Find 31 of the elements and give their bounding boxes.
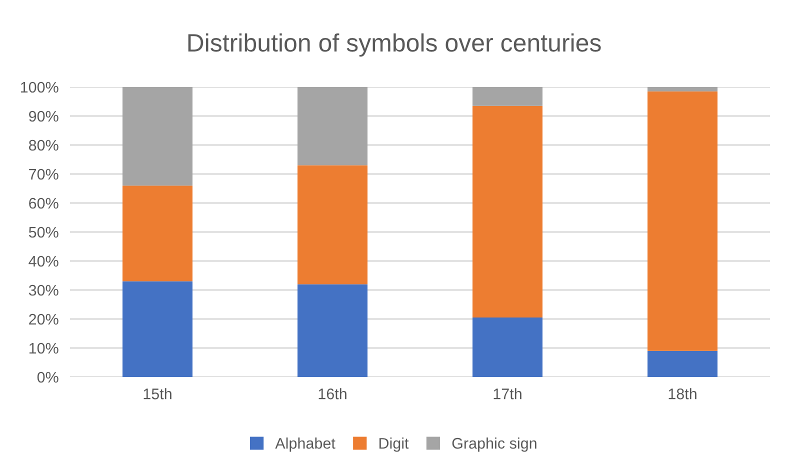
legend-label: Graphic sign: [452, 438, 536, 452]
y-tick-label: 50%: [28, 226, 58, 238]
bar: [122, 87, 192, 186]
bar: [472, 87, 542, 106]
bar: [122, 281, 192, 377]
y-tick-label: 10%: [29, 342, 58, 354]
x-tick-label: 17th: [494, 388, 522, 400]
bar: [298, 284, 368, 377]
y-tick-label: 70%: [29, 168, 58, 180]
x-tick-label: 16th: [318, 388, 346, 400]
bar: [472, 106, 542, 318]
legend-label: Digit: [379, 438, 409, 452]
bar: [298, 165, 368, 284]
y-tick-label: 80%: [28, 140, 58, 151]
legend-label: Alphabet: [275, 438, 336, 452]
y-tick-label: 90%: [29, 110, 58, 122]
y-tick-label: 60%: [29, 198, 58, 209]
x-tick-label: 18th: [668, 388, 696, 400]
y-tick-label: 40%: [28, 256, 58, 267]
x-tick-label: 15th: [144, 388, 172, 400]
bar: [648, 87, 718, 92]
bar: [648, 350, 718, 377]
y-tick-label: 20%: [29, 314, 58, 325]
y-tick-label: 30%: [28, 284, 58, 296]
y-tick-label: 100%: [20, 82, 58, 93]
y-tick-label: 0%: [37, 372, 58, 383]
bar: [298, 87, 368, 166]
bar: [122, 186, 192, 282]
bar: [472, 318, 542, 377]
chart-title: Distribution of symbols over centuries: [188, 33, 601, 57]
bar: [648, 91, 718, 351]
